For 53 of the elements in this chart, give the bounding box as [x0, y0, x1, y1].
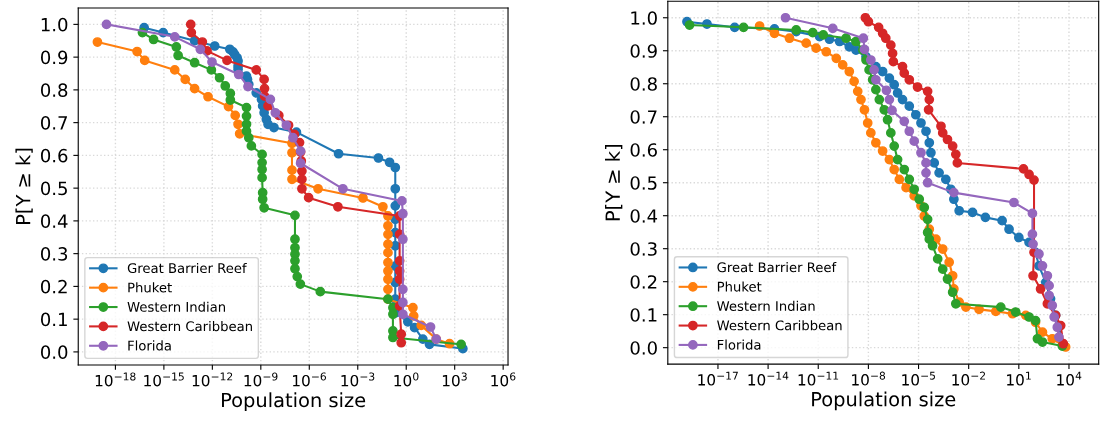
x-axis-title: Population size: [812, 391, 956, 411]
y-tick-label: 0.2: [630, 275, 657, 289]
x-tick-label: 10$^{3}$: [442, 372, 467, 387]
y-tick-label: 0.0: [630, 341, 657, 355]
x-tick-label: 10$^{0}$: [394, 372, 419, 387]
y-tick-label: 0.3: [41, 247, 68, 261]
x-tick-label: 10$^{−14}$: [748, 371, 789, 386]
y-tick-label: 0.9: [630, 44, 657, 58]
x-tick-label: 10$^{−5}$: [902, 371, 935, 386]
x-tick-label: 10$^{−8}$: [852, 371, 886, 386]
x-tick-label: 10$^{−18}$: [95, 372, 136, 387]
legend-label: Great Barrier Reef: [127, 262, 247, 274]
x-tick-label: 10$^{−6}$: [293, 372, 327, 387]
legend-label: Florida: [128, 340, 171, 351]
y-tick-label: 0.4: [41, 214, 68, 229]
legend-label: Great Barrier Reef: [717, 262, 837, 273]
y-tick-label: 0.7: [630, 110, 657, 124]
y-tick-label: 0.8: [41, 83, 68, 97]
y-tick-label: 0.9: [41, 50, 68, 65]
legend-label: Florida: [717, 339, 761, 350]
x-axis-title: Population size: [222, 392, 366, 412]
y-tick-label: 0.0: [41, 345, 68, 360]
y-tick-label: 0.1: [41, 312, 67, 327]
x-tick-label: 10$^{4}$: [1057, 371, 1082, 386]
y-tick-label: 0.6: [630, 143, 657, 157]
y-tick-label: 1.0: [631, 11, 657, 25]
y-axis-title: P[Y ≥ k]: [605, 145, 623, 221]
x-tick-label: 10$^{−9}$: [244, 372, 278, 387]
x-tick-label: 10$^{−11}$: [798, 371, 839, 386]
x-tick-label: 10$^{−12}$: [192, 372, 233, 387]
y-tick-label: 0.1: [630, 308, 657, 322]
x-tick-label: 10$^{−3}$: [341, 372, 375, 387]
y-tick-label: 0.3: [630, 242, 657, 256]
x-tick-label: 10$^{1}$: [1007, 371, 1031, 386]
x-tick-label: 10$^{−17}$: [698, 371, 738, 386]
legend-label: Western Indian: [717, 300, 815, 311]
y-tick-label: 0.5: [41, 181, 67, 196]
y-tick-label: 0.4: [630, 209, 658, 223]
legend-label: Western Indian: [127, 301, 225, 312]
y-tick-label: 0.5: [630, 176, 657, 190]
legend-label: Western Caribbean: [127, 321, 252, 332]
y-tick-label: 0.6: [41, 148, 68, 163]
y-tick-label: 0.2: [41, 279, 67, 294]
legend-label: Phuket: [128, 282, 172, 293]
legend-label: Phuket: [717, 281, 762, 292]
y-tick-label: 0.7: [41, 116, 67, 130]
y-axis-title: P[Y ≥ k]: [15, 148, 33, 224]
y-tick-label: 1.0: [41, 17, 68, 32]
x-tick-label: 10$^{−15}$: [144, 372, 184, 387]
legend-label: Western Caribbean: [717, 320, 842, 331]
x-tick-label: 10$^{−2}$: [952, 371, 986, 386]
x-tick-label: 10$^{6}$: [491, 372, 516, 387]
y-tick-label: 0.8: [630, 77, 657, 91]
